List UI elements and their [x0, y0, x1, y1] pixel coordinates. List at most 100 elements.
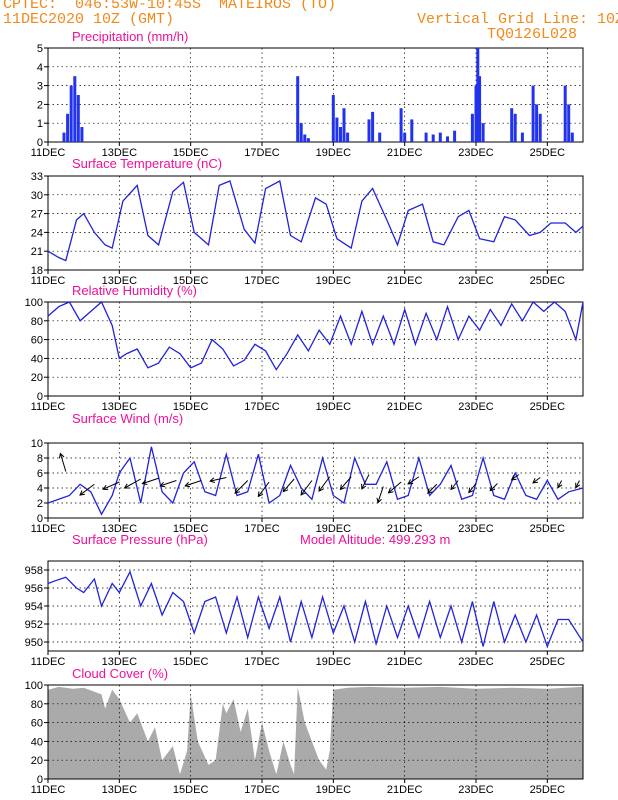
wind-arrow — [339, 476, 352, 490]
x-tick-label: 21DEC — [387, 656, 423, 668]
y-tick-label: 60 — [31, 718, 43, 730]
y-tick-label: 10 — [31, 438, 43, 450]
x-tick-label: 17DEC — [244, 147, 280, 159]
y-tick-label: 21 — [31, 246, 43, 258]
wind-arrow-head — [532, 478, 538, 484]
x-tick-label: 19DEC — [316, 523, 352, 535]
x-tick-label: 17DEC — [244, 275, 280, 287]
wind-arrow — [532, 477, 541, 484]
wind-arrow — [318, 476, 331, 492]
wind-arrow — [210, 477, 227, 482]
y-tick-label: 80 — [31, 316, 43, 328]
x-tick-label: 23DEC — [458, 147, 494, 159]
x-tick-label: 13DEC — [102, 275, 138, 287]
y-tick-label: 0 — [37, 774, 43, 786]
x-tick-label: 23DEC — [458, 523, 494, 535]
wind-arrow — [282, 478, 295, 492]
y-tick-label: 20 — [31, 755, 43, 767]
x-tick-label: 11DEC — [31, 656, 66, 668]
wind-arrow-head — [300, 489, 306, 496]
wind-arrow-head — [468, 487, 474, 494]
y-tick-label: 5 — [37, 43, 43, 55]
series-line — [47, 446, 584, 516]
wind-arrow-head — [450, 484, 456, 491]
panel-title: Surface Pressure (hPa) — [72, 532, 208, 547]
x-tick-label: 21DEC — [387, 523, 423, 535]
y-tick-label: 2 — [37, 99, 43, 111]
wind-arrow-head — [339, 484, 346, 491]
wind-arrow-head — [123, 483, 130, 489]
panel-title: Surface Wind (m/s) — [72, 411, 183, 426]
series-line — [47, 570, 584, 649]
precipitation-bar — [378, 132, 382, 142]
panel-frame — [47, 301, 584, 397]
x-tick-label: 15DEC — [173, 147, 209, 159]
x-tick-label: 25DEC — [530, 523, 566, 535]
x-tick-label: 19DEC — [316, 147, 352, 159]
wind-arrow — [377, 486, 384, 503]
x-tick-label: 13DEC — [102, 656, 138, 668]
wind-arrow-head — [361, 483, 367, 490]
header-datetime: 11DEC2020 10Z (GMT) — [3, 11, 175, 28]
wind-arrow — [511, 474, 520, 481]
precipitation-bar — [563, 85, 567, 142]
precipitation-bar — [535, 104, 539, 142]
wind-arrow — [450, 480, 459, 490]
precipitation-bar — [339, 127, 342, 142]
wind-arrow-head — [102, 484, 109, 491]
y-tick-label: 2 — [37, 498, 43, 510]
precipitation-bar — [478, 76, 482, 142]
precipitation-bar — [66, 113, 70, 142]
wind-arrow-head — [318, 486, 324, 492]
wind-arrow — [361, 474, 370, 490]
wind-arrow — [79, 483, 95, 496]
y-tick-label: 27 — [31, 209, 43, 221]
x-tick-label: 13DEC — [102, 523, 138, 535]
precipitation-bar — [476, 48, 480, 142]
y-tick-label: 0 — [37, 391, 43, 403]
wind-arrow-head — [575, 482, 581, 489]
precipitation-bar — [453, 130, 457, 142]
wind-arrow — [234, 480, 249, 494]
x-tick-label: 11DEC — [31, 147, 66, 159]
precipitation-bar — [335, 117, 339, 142]
wind-arrow — [388, 481, 402, 494]
x-tick-label: 19DEC — [316, 275, 352, 287]
wind-arrow — [427, 483, 438, 494]
panel-frame — [47, 442, 584, 519]
x-tick-label: 23DEC — [458, 401, 494, 413]
precipitation-bar — [399, 108, 403, 142]
wind-arrow — [300, 480, 313, 496]
wind-arrow-head — [407, 479, 414, 485]
panel-title: Cloud Cover (%) — [72, 666, 168, 681]
y-tick-label: 18 — [31, 265, 43, 277]
y-tick-label: 958 — [25, 565, 43, 577]
precipitation-bar — [342, 108, 346, 142]
x-tick-label: 25DEC — [530, 656, 566, 668]
x-tick-label: 17DEC — [244, 523, 280, 535]
y-tick-label: 0 — [37, 137, 43, 149]
precipitation-bar — [303, 134, 307, 142]
wind-arrow — [185, 480, 202, 487]
y-tick-label: 952 — [25, 619, 43, 631]
precipitation-bar — [424, 132, 428, 142]
x-tick-label: 19DEC — [316, 784, 352, 796]
series-line — [47, 180, 584, 262]
wind-arrow-head — [376, 497, 382, 504]
wind-arrow — [257, 481, 270, 497]
y-tick-label: 0 — [37, 513, 43, 525]
precipitation-bar — [69, 85, 73, 142]
x-tick-label: 15DEC — [173, 401, 209, 413]
panel-title: Surface Temperature (nC) — [72, 156, 222, 171]
precipitation-bar — [531, 85, 535, 142]
precipitation-bar — [446, 136, 449, 142]
y-tick-label: 3 — [37, 81, 43, 93]
wind-arrow-head — [557, 482, 563, 489]
precipitation-bar — [80, 127, 84, 142]
y-tick-label: 954 — [25, 601, 43, 613]
y-tick-label: 80 — [31, 699, 43, 711]
x-tick-label: 17DEC — [244, 784, 280, 796]
precipitation-bar — [538, 113, 542, 142]
precipitation-bar — [520, 132, 524, 142]
